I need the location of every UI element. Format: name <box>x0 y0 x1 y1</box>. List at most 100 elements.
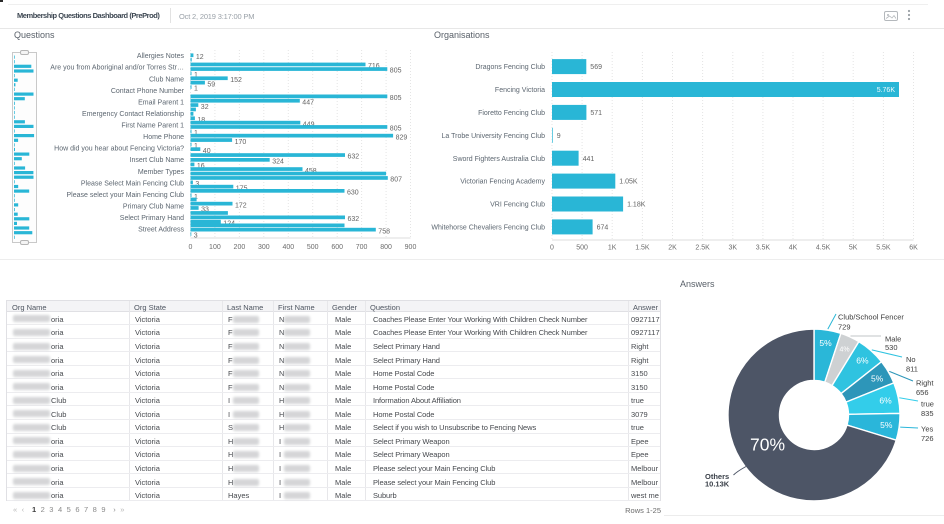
svg-text:Primary Club Name: Primary Club Name <box>123 204 184 211</box>
svg-text:300: 300 <box>258 244 270 251</box>
svg-text:324: 324 <box>272 159 284 166</box>
svg-text:4.5K: 4.5K <box>816 245 831 252</box>
svg-text:Club Name: Club Name <box>149 76 184 83</box>
svg-text:Contact Phone Number: Contact Phone Number <box>111 88 185 95</box>
svg-text:175: 175 <box>236 185 248 192</box>
svg-text:3.5K: 3.5K <box>756 245 771 252</box>
svg-text:600: 600 <box>331 244 343 251</box>
svg-text:VRI Fencing Club: VRI Fencing Club <box>490 202 545 209</box>
svg-text:Sword Fighters Australia Club: Sword Fighters Australia Club <box>453 156 545 163</box>
svg-text:2.5K: 2.5K <box>695 245 710 252</box>
svg-text:726: 726 <box>921 434 934 443</box>
svg-text:6K: 6K <box>909 245 918 252</box>
svg-text:1.18K: 1.18K <box>627 202 646 209</box>
svg-text:6%: 6% <box>879 395 892 405</box>
svg-text:4K: 4K <box>789 245 798 252</box>
svg-text:Street Address: Street Address <box>138 227 184 234</box>
svg-text:5.5K: 5.5K <box>876 245 891 252</box>
svg-text:Are you from Aboriginal and/or: Are you from Aboriginal and/or Torres St… <box>50 65 184 72</box>
svg-text:758: 758 <box>378 228 390 235</box>
svg-text:Dragons Fencing Club: Dragons Fencing Club <box>475 64 545 71</box>
svg-text:16: 16 <box>197 163 205 170</box>
svg-text:Male: Male <box>885 335 901 344</box>
svg-text:449: 449 <box>303 121 315 128</box>
svg-text:true: true <box>921 400 934 409</box>
svg-text:3: 3 <box>195 181 199 188</box>
svg-text:458: 458 <box>305 168 317 175</box>
svg-text:18: 18 <box>197 117 205 124</box>
svg-text:829: 829 <box>396 134 408 141</box>
svg-text:632: 632 <box>348 154 360 161</box>
svg-text:716: 716 <box>368 63 380 70</box>
svg-text:32: 32 <box>201 104 209 111</box>
svg-text:172: 172 <box>235 202 247 209</box>
svg-text:Club/School Fencer: Club/School Fencer <box>838 313 904 322</box>
svg-text:0: 0 <box>189 244 193 251</box>
svg-text:805: 805 <box>390 95 402 102</box>
svg-text:1: 1 <box>194 194 198 201</box>
svg-text:400: 400 <box>282 244 294 251</box>
svg-text:500: 500 <box>576 245 588 252</box>
svg-text:729: 729 <box>838 323 851 332</box>
svg-text:170: 170 <box>235 139 247 146</box>
svg-text:5K: 5K <box>849 245 858 252</box>
svg-text:Insert Club Name: Insert Club Name <box>130 157 185 164</box>
svg-text:10.13K: 10.13K <box>705 480 730 489</box>
svg-text:800: 800 <box>380 244 392 251</box>
svg-text:700: 700 <box>356 244 368 251</box>
svg-text:674: 674 <box>597 225 609 232</box>
svg-text:First Name Parent 1: First Name Parent 1 <box>121 123 184 130</box>
svg-text:70%: 70% <box>750 435 785 455</box>
svg-text:835: 835 <box>921 409 934 418</box>
svg-text:1: 1 <box>194 130 198 137</box>
svg-text:200: 200 <box>234 244 246 251</box>
svg-text:1: 1 <box>194 86 198 93</box>
svg-text:2K: 2K <box>668 245 677 252</box>
svg-text:Emergency Contact Relationship: Emergency Contact Relationship <box>82 111 184 118</box>
svg-text:40: 40 <box>203 148 211 155</box>
svg-text:Yes: Yes <box>921 425 933 434</box>
svg-text:0: 0 <box>550 245 554 252</box>
svg-text:3K: 3K <box>729 245 738 252</box>
svg-text:100: 100 <box>209 244 221 251</box>
svg-text:Right: Right <box>916 379 934 388</box>
svg-text:9: 9 <box>557 133 561 140</box>
svg-text:152: 152 <box>230 77 242 84</box>
svg-text:Email Parent 1: Email Parent 1 <box>138 99 184 106</box>
svg-text:1.05K: 1.05K <box>619 179 638 186</box>
svg-text:5.76K: 5.76K <box>877 87 896 94</box>
svg-text:5%: 5% <box>880 420 893 430</box>
svg-text:Please Select Main Fencing Clu: Please Select Main Fencing Club <box>81 180 184 187</box>
svg-text:441: 441 <box>583 156 595 163</box>
svg-text:530: 530 <box>885 343 898 352</box>
svg-text:Victorian Fencing Academy: Victorian Fencing Academy <box>460 179 545 186</box>
svg-text:Allergies Notes: Allergies Notes <box>137 53 185 60</box>
svg-text:4%: 4% <box>840 347 850 354</box>
svg-text:3: 3 <box>194 233 198 240</box>
svg-text:Please select your Main Fencin: Please select your Main Fencing Club <box>66 192 184 199</box>
svg-text:811: 811 <box>906 365 918 374</box>
svg-text:807: 807 <box>390 177 402 184</box>
svg-text:59: 59 <box>207 81 215 88</box>
svg-text:How did you hear about Fencing: How did you hear about Fencing Victoria? <box>54 146 184 153</box>
svg-text:1: 1 <box>194 143 198 150</box>
svg-text:Member Types: Member Types <box>138 169 185 176</box>
svg-text:La Trobe University Fencing Cl: La Trobe University Fencing Club <box>442 133 546 140</box>
svg-text:Whitehorse Chevaliers Fencing: Whitehorse Chevaliers Fencing Club <box>431 225 545 232</box>
svg-text:Home Phone: Home Phone <box>143 134 184 141</box>
svg-text:656: 656 <box>916 388 929 397</box>
svg-text:569: 569 <box>590 64 602 71</box>
svg-text:900: 900 <box>405 244 417 251</box>
svg-text:Fioretto Fencing Club: Fioretto Fencing Club <box>478 110 545 117</box>
svg-text:5%: 5% <box>871 373 884 383</box>
svg-text:571: 571 <box>590 110 602 117</box>
svg-text:6%: 6% <box>856 355 869 365</box>
svg-text:1.5K: 1.5K <box>635 245 650 252</box>
svg-text:500: 500 <box>307 244 319 251</box>
svg-text:632: 632 <box>348 216 360 223</box>
svg-text:12: 12 <box>196 54 204 61</box>
svg-text:447: 447 <box>302 99 314 106</box>
svg-text:1K: 1K <box>608 245 617 252</box>
svg-text:Others: Others <box>705 472 729 481</box>
svg-text:5%: 5% <box>819 338 832 348</box>
